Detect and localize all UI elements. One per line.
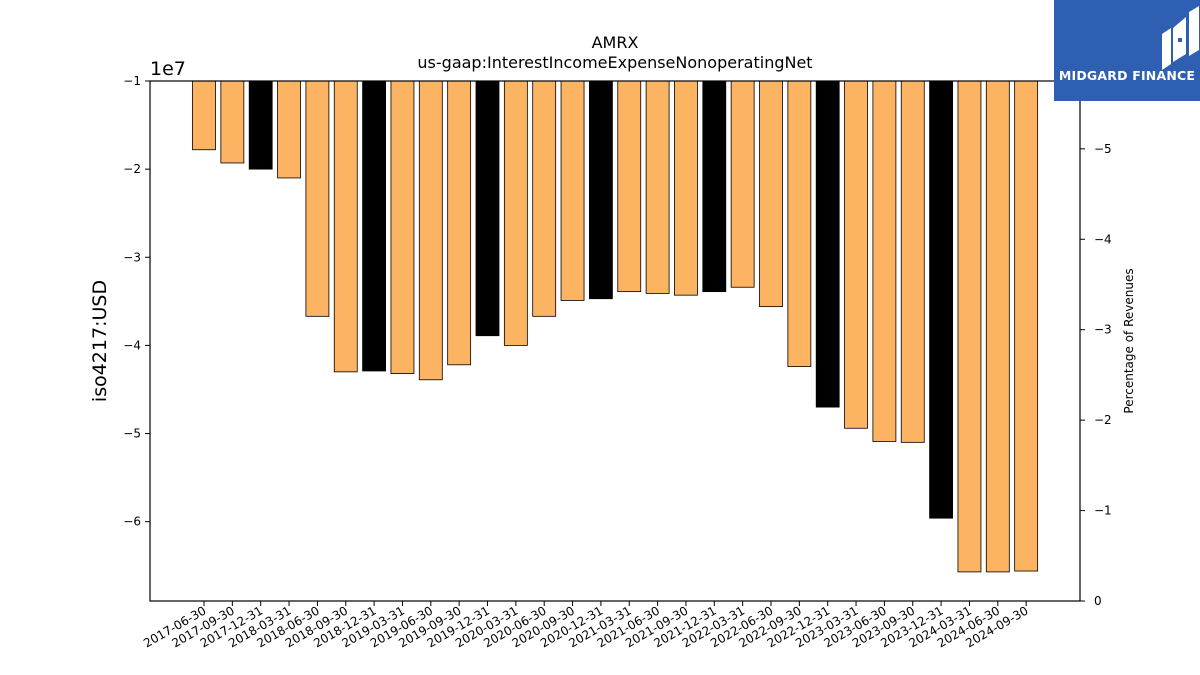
bar-2020-12-31 xyxy=(589,80,613,300)
bar-2020-03-31 xyxy=(503,80,528,346)
y2-tick-label: −3 xyxy=(1094,323,1112,337)
x-axis-ticks: 2017-06-302017-09-302017-12-312018-03-31… xyxy=(141,601,1031,650)
chart-title: AMRX xyxy=(592,33,639,52)
bar-2017-12-31 xyxy=(248,80,273,170)
midgard-finance-logo: MIDGARD FINANCE xyxy=(1054,0,1200,101)
bar-2018-06-30 xyxy=(305,80,330,317)
y2-axis-label: Percentage of Revenues xyxy=(1122,268,1136,413)
bar-2023-12-31 xyxy=(929,80,953,519)
bar-2019-03-31 xyxy=(390,80,415,375)
bar-2023-06-30 xyxy=(872,80,897,442)
y2-tick-label: −5 xyxy=(1094,142,1112,156)
y2-tick-label: −1 xyxy=(1094,504,1112,518)
y-tick-label: −3 xyxy=(123,250,141,264)
y-axis-label: iso4217:USD xyxy=(89,280,111,402)
y-tick-label: −4 xyxy=(123,338,141,352)
chart-subtitle: us-gaap:InterestIncomeExpenseNonoperatin… xyxy=(417,53,812,72)
bar-2024-09-30 xyxy=(1014,80,1039,572)
y-offset-label: 1e7 xyxy=(150,58,186,80)
bar-2022-03-31 xyxy=(730,80,755,288)
bar-2019-12-31 xyxy=(475,80,500,337)
bar-2019-09-30 xyxy=(447,80,472,366)
y-tick-label: −2 xyxy=(123,162,141,176)
logo-mark-icon xyxy=(1162,6,1199,70)
bar-2020-09-30 xyxy=(560,80,585,301)
bar-2024-03-31 xyxy=(957,80,982,573)
y-tick-label: −1 xyxy=(123,74,141,88)
bar-2023-03-31 xyxy=(844,80,868,429)
y2-tick-label: −2 xyxy=(1094,413,1112,427)
bar-2021-09-30 xyxy=(674,80,698,296)
bar-2024-06-30 xyxy=(985,80,1010,573)
bar-2018-03-31 xyxy=(277,80,301,179)
plot-frame xyxy=(149,80,1081,602)
bar-2020-06-30 xyxy=(532,80,557,317)
y-tick-label: −5 xyxy=(123,427,141,441)
y2-tick-label: 0 xyxy=(1094,594,1102,608)
bar-2022-12-31 xyxy=(815,80,840,408)
bar-2021-12-31 xyxy=(702,80,727,293)
bar-2018-12-31 xyxy=(362,80,387,372)
y2-axis-ticks: 0 −1 −2 −3 −4 −5 xyxy=(1080,142,1112,608)
bar-2022-06-30 xyxy=(759,80,783,308)
logo-text: MIDGARD FINANCE xyxy=(1058,68,1196,83)
bar-2021-03-31 xyxy=(617,80,642,293)
y-tick-label: −6 xyxy=(123,515,141,529)
bar-2017-09-30 xyxy=(220,80,245,164)
bar-2022-09-30 xyxy=(787,80,812,367)
y-axis-ticks: −1 −2 −3 −4 −5 −6 xyxy=(123,74,150,529)
bar-2017-06-30 xyxy=(192,80,216,151)
bars xyxy=(192,80,1039,573)
y2-tick-label: −4 xyxy=(1094,232,1112,246)
bar-2019-06-30 xyxy=(418,80,443,381)
bar-2021-06-30 xyxy=(645,80,670,294)
bar-2018-09-30 xyxy=(333,80,358,373)
bar-2023-09-30 xyxy=(900,80,925,443)
